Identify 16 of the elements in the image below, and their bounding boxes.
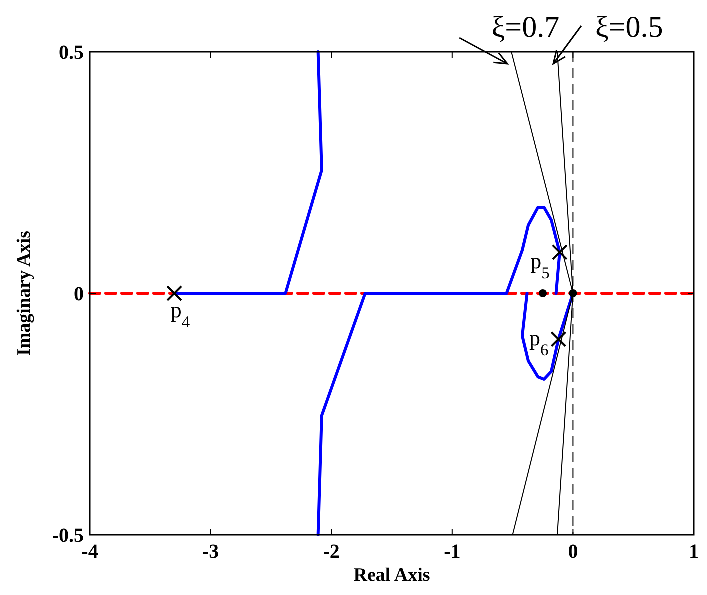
x-axis-title: Real Axis <box>354 565 430 586</box>
annotation: p$_{6}$ <box>529 325 549 359</box>
x-tick-label: 1 <box>689 541 699 563</box>
y-tick-label: -0.5 <box>52 525 84 547</box>
y-tick-label: 0 <box>74 284 84 306</box>
x-tick-label: -1 <box>444 541 461 563</box>
annotation: ξ=0.5 <box>595 11 664 44</box>
x-tick-label: 0 <box>568 541 578 563</box>
x-tick-label: -4 <box>82 541 98 563</box>
y-tick-label: 0.5 <box>59 42 84 64</box>
y-axis-title: Imaginary Axis <box>14 230 35 356</box>
annotation: p$_{4}$ <box>170 298 190 331</box>
x-tick-label: -3 <box>202 541 220 563</box>
annotation: p$_{5}$ <box>530 248 550 282</box>
annotation: ξ=0.7 <box>492 11 560 44</box>
x-tick-label: -2 <box>323 541 340 563</box>
